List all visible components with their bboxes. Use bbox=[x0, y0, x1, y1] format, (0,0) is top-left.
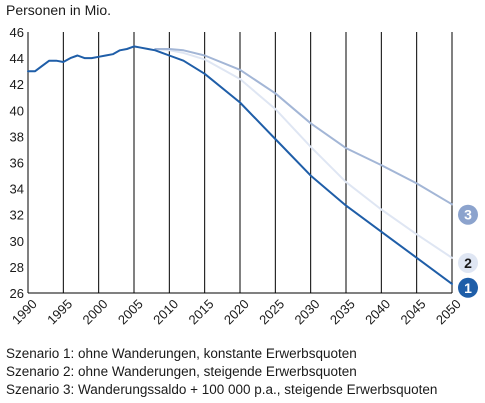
x-tick-label-2025: 2025 bbox=[256, 296, 287, 327]
y-tick-label-34: 34 bbox=[10, 182, 24, 197]
series-line-3 bbox=[154, 48, 453, 206]
x-tick-label-2035: 2035 bbox=[327, 296, 358, 327]
x-tick-label-1995: 1995 bbox=[44, 296, 75, 327]
y-tick-label-36: 36 bbox=[10, 156, 24, 171]
x-tick-label-2010: 2010 bbox=[150, 296, 181, 327]
y-tick-label-44: 44 bbox=[10, 51, 24, 66]
x-tick-label-2015: 2015 bbox=[186, 296, 217, 327]
series-line-1 bbox=[27, 45, 453, 285]
y-axis-title: Personen in Mio. bbox=[6, 2, 112, 18]
scenario-marker-3 bbox=[458, 204, 478, 225]
x-tick-label-2050: 2050 bbox=[433, 296, 464, 327]
y-tick-label-38: 38 bbox=[10, 129, 24, 144]
legend-scenario-2: Szenario 2: ohne Wanderungen, steigende … bbox=[6, 364, 357, 379]
scenario-marker-1 bbox=[458, 277, 478, 298]
y-tick-label-26: 26 bbox=[10, 286, 24, 301]
legend-scenario-1: Szenario 1: ohne Wanderungen, konstante … bbox=[6, 346, 357, 361]
y-tick-label-28: 28 bbox=[10, 260, 24, 275]
series-line-2 bbox=[154, 48, 453, 259]
x-tick-label-2030: 2030 bbox=[292, 296, 323, 327]
y-tick-label-46: 46 bbox=[10, 25, 24, 40]
y-tick-label-32: 32 bbox=[10, 208, 24, 223]
scenario-marker-label-1: 1 bbox=[464, 280, 472, 296]
y-tick-label-30: 30 bbox=[10, 234, 24, 249]
scenario-legend: Szenario 1: ohne Wanderungen, konstante … bbox=[6, 345, 437, 399]
x-tick-label-2020: 2020 bbox=[221, 296, 252, 327]
scenario-marker-2 bbox=[458, 252, 478, 273]
scenario-marker-label-2: 2 bbox=[464, 255, 472, 271]
legend-scenario-3: Szenario 3: Wanderungssaldo + 100 000 p.… bbox=[6, 382, 438, 397]
y-tick-label-40: 40 bbox=[10, 103, 24, 118]
x-tick-label-2045: 2045 bbox=[398, 296, 429, 327]
x-tick-label-2005: 2005 bbox=[115, 296, 146, 327]
x-tick-label-2040: 2040 bbox=[362, 296, 393, 327]
y-tick-label-42: 42 bbox=[10, 77, 24, 92]
scenario-marker-label-3: 3 bbox=[464, 207, 472, 223]
x-tick-label-2000: 2000 bbox=[80, 296, 111, 327]
